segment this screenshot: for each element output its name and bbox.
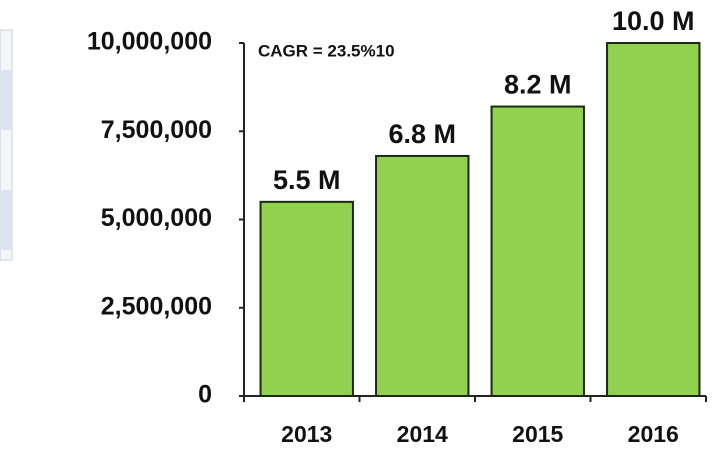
cropped-table <box>0 29 13 261</box>
bar <box>490 105 585 397</box>
bar <box>375 154 470 397</box>
y-tick-label: 2,500,000 <box>101 292 212 320</box>
y-tick-label: 7,500,000 <box>101 116 212 144</box>
table-row <box>0 190 12 250</box>
y-tick-label: 0 <box>198 381 212 409</box>
value-label: 8.2 M <box>504 70 572 100</box>
table-row <box>0 70 12 130</box>
value-label: 10.0 M <box>612 6 695 36</box>
x-tick-label: 2013 <box>281 421 332 447</box>
y-tick-label: 10,000,000 <box>87 28 212 56</box>
x-tick-label: 2015 <box>512 421 563 447</box>
x-tick-label: 2014 <box>397 421 448 447</box>
value-label: 5.5 M <box>273 165 341 195</box>
value-label: 6.8 M <box>388 119 456 149</box>
x-tick-label: 2016 <box>628 421 679 447</box>
annotation: CAGR = 23.5%10 <box>258 41 395 60</box>
bar <box>259 200 354 397</box>
bar <box>606 42 701 397</box>
y-tick-label: 5,000,000 <box>101 204 212 232</box>
